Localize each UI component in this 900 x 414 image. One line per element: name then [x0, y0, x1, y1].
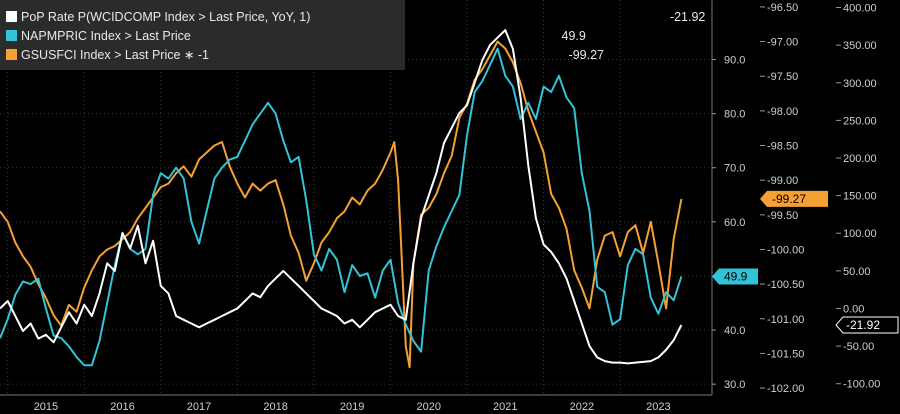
y-tick-label-pop: 250.00: [843, 115, 877, 127]
legend: PoP Rate P(WCIDCOMP Index > Last Price, …: [0, 0, 705, 70]
last-value-tag: 49.9: [712, 268, 758, 285]
svg-text:-21.92: -21.92: [846, 318, 880, 332]
y-tick-label-gsusfci: -100.00: [767, 244, 804, 256]
y-tick-label-gsusfci: -96.50: [767, 2, 798, 14]
y-tick-label-gsusfci: -98.50: [767, 141, 798, 153]
svg-text:49.9: 49.9: [724, 270, 748, 284]
y-tick-label-gsusfci: -101.50: [767, 348, 804, 360]
legend-value: 49.9: [561, 29, 586, 43]
y-tick-label-napm: 90.0: [724, 55, 745, 67]
y-tick-label-pop: 350.00: [843, 40, 877, 52]
svg-text:-99.27: -99.27: [772, 192, 806, 206]
legend-label: PoP Rate P(WCIDCOMP Index > Last Price, …: [21, 10, 311, 24]
y-tick-label-pop: 0.00: [843, 303, 864, 315]
x-tick-label: 2022: [570, 401, 594, 413]
y-tick-label-pop: -100.00: [843, 379, 880, 391]
x-tick-label: 2019: [340, 401, 364, 413]
x-tick-label: 2016: [110, 401, 134, 413]
legend-item-napmpric[interactable]: NAPMPRIC Index > Last Price 49.9: [6, 26, 586, 46]
last-value-tags: 49.9 -99.27 -21.92: [712, 190, 899, 334]
last-value-tag: -99.27: [760, 190, 828, 207]
legend-swatch: [6, 11, 17, 22]
series-line-pop: [0, 29, 683, 365]
y-tick-label-gsusfci: -99.50: [767, 210, 798, 222]
x-tick-label: 2021: [493, 401, 517, 413]
legend-item-gsusfci[interactable]: GSUSFCI Index > Last Price ∗ -1 -99.27: [6, 45, 604, 65]
legend-value: -99.27: [568, 48, 604, 62]
y-tick-label-gsusfci: -102.00: [767, 383, 804, 395]
y-tick-label-gsusfci: -97.00: [767, 37, 798, 49]
y-tick-label-pop: -50.00: [843, 341, 874, 353]
y-tick-label-napm: 40.0: [724, 325, 745, 337]
y-tick-label-napm: 70.0: [724, 163, 745, 175]
legend-item-pop-rate[interactable]: PoP Rate P(WCIDCOMP Index > Last Price, …: [6, 7, 705, 27]
series-line-napm: [0, 47, 683, 367]
y-tick-label-gsusfci: -100.50: [767, 279, 804, 291]
last-value-tag-pop: -21.92: [835, 316, 899, 334]
x-tick-label: 2020: [416, 401, 440, 413]
legend-label: NAPMPRIC Index > Last Price: [21, 29, 191, 43]
y-tick-label-gsusfci: -97.50: [767, 71, 798, 83]
y-tick-label-pop: 150.00: [843, 191, 877, 203]
series-line-gsusfci: [0, 40, 683, 369]
x-tick-label: 2017: [187, 401, 211, 413]
x-tick-label: 2023: [646, 401, 670, 413]
legend-swatch: [6, 30, 17, 41]
y-tick-label-pop: 100.00: [843, 228, 877, 240]
y-tick-label-napm: 80.0: [724, 109, 745, 121]
legend-label: GSUSFCI Index > Last Price ∗ -1: [21, 48, 209, 62]
y-tick-label-gsusfci: -98.00: [767, 106, 798, 118]
y-tick-label-pop: 400.00: [843, 3, 877, 15]
axes: 2015 2016 2017 2018 2019 2020 2021 2022 2023 30.0…: [0, 0, 880, 413]
x-tick-label: 2015: [34, 401, 58, 413]
y-tick-label-pop: 50.00: [843, 266, 871, 278]
y-tick-label-gsusfci: -99.00: [767, 175, 798, 187]
legend-value: -21.92: [669, 10, 706, 24]
series-lines: [0, 29, 683, 369]
y-tick-label-pop: 200.00: [843, 153, 877, 165]
x-tick-label: 2018: [263, 401, 287, 413]
legend-swatch: [6, 49, 17, 60]
y-tick-label-napm: 60.0: [724, 217, 745, 229]
y-tick-label-pop: 300.00: [843, 78, 877, 90]
y-tick-label-napm: 30.0: [724, 379, 745, 391]
y-tick-label-gsusfci: -101.00: [767, 314, 804, 326]
